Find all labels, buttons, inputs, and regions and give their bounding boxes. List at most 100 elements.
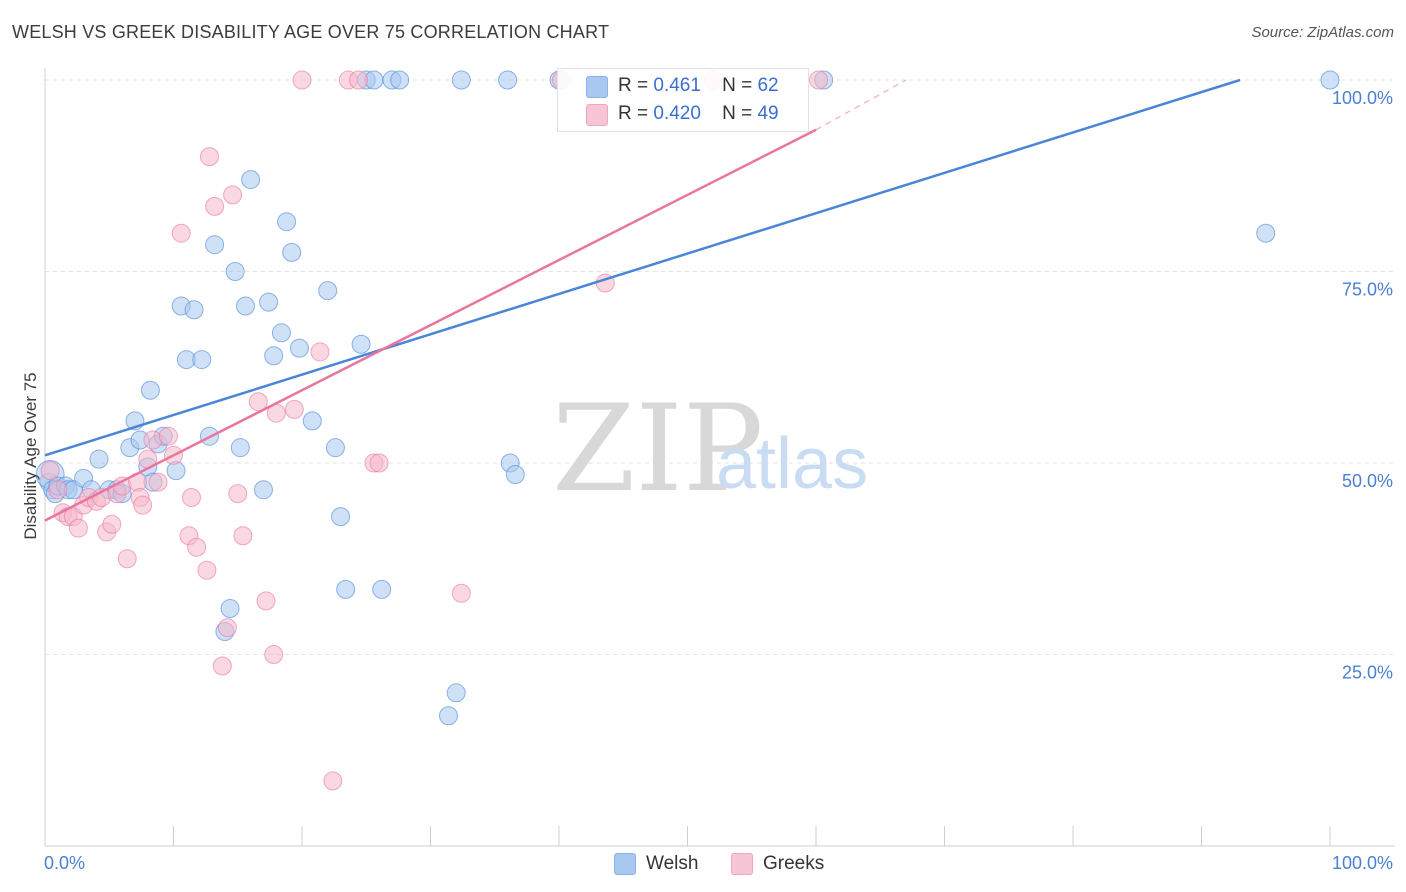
welsh-point: [336, 579, 356, 599]
welsh-point: [282, 242, 302, 262]
welsh-point: [140, 380, 160, 400]
greeks-point: [284, 399, 304, 419]
greeks-point: [369, 453, 389, 473]
greeks-trend-line: [44, 128, 817, 522]
greeks-point: [212, 656, 232, 676]
greeks-point: [310, 342, 330, 362]
greeks-point: [809, 70, 829, 90]
bottom-legend-welsh: Welsh: [614, 851, 724, 877]
welsh-point: [220, 599, 240, 619]
y-tick-label: 75.0%: [1342, 280, 1393, 300]
greeks-point: [158, 426, 178, 446]
bottom-legend-label-greeks: Greeks: [763, 853, 825, 874]
greeks-point: [68, 518, 88, 538]
welsh-point: [325, 438, 345, 458]
welsh-point: [277, 212, 297, 232]
watermark-zip: ZIP: [552, 380, 764, 519]
welsh-point: [372, 579, 392, 599]
watermark: ZIP atlas: [552, 380, 868, 519]
legend-r-value: 0.420: [653, 103, 701, 124]
greeks-point: [117, 549, 137, 569]
welsh-point: [289, 338, 309, 358]
welsh-point: [451, 70, 471, 90]
welsh-point: [225, 262, 245, 281]
greeks-point: [199, 147, 219, 167]
welsh-point: [205, 235, 225, 255]
welsh-point: [235, 296, 255, 316]
watermark-atlas: atlas: [716, 424, 868, 504]
greeks-point: [292, 70, 312, 90]
bottom-legend-greeks: Greeks: [731, 851, 841, 877]
y-tick-label: 25.0%: [1342, 663, 1393, 683]
greeks-point: [171, 223, 191, 243]
greeks-point: [217, 618, 237, 638]
welsh-point: [1320, 70, 1340, 90]
greeks-point: [223, 185, 243, 205]
welsh-point: [271, 323, 291, 343]
greeks-point: [133, 495, 153, 515]
x-tick-label: 100.0%: [1332, 853, 1393, 873]
y-tick-label: 50.0%: [1342, 471, 1393, 491]
bottom-legend-label-welsh: Welsh: [646, 853, 699, 874]
welsh-point: [192, 350, 212, 370]
welsh-point: [253, 480, 273, 500]
greeks-point: [181, 487, 201, 507]
bottom-legend-swatch-greeks: [731, 853, 753, 875]
y-tick-label: 100.0%: [1332, 88, 1393, 108]
greeks-point: [233, 526, 253, 546]
grid-lines: [45, 79, 1395, 655]
bottom-legend-swatch-welsh: [614, 853, 636, 875]
welsh-point: [302, 411, 322, 431]
greeks-point: [451, 583, 471, 603]
legend: R = 0.461 N = 62 R = 0.420 N = 49: [557, 68, 809, 132]
axes: [44, 68, 1395, 847]
greeks-point: [264, 645, 284, 664]
y-tick-labels: 25.0% 50.0% 75.0% 100.0%: [1332, 88, 1393, 683]
welsh-point: [505, 464, 525, 484]
welsh-point: [438, 706, 458, 726]
source-label: Source: ZipAtlas.com: [1251, 24, 1394, 41]
legend-text-greeks: R = 0.420 N = 49: [618, 101, 779, 127]
legend-r-value: 0.461: [653, 75, 701, 96]
welsh-point: [331, 507, 351, 527]
greeks-point: [349, 70, 369, 90]
greeks-point: [323, 771, 343, 791]
legend-r-label: R =: [618, 103, 649, 124]
welsh-point: [351, 334, 371, 354]
greeks-point: [148, 472, 168, 492]
greeks-point: [48, 480, 68, 500]
legend-text-welsh: R = 0.461 N = 62: [618, 73, 779, 99]
y-axis-label: Disability Age Over 75: [21, 372, 40, 539]
welsh-trend-line: [44, 78, 1241, 457]
greeks-point: [248, 392, 268, 412]
welsh-point: [259, 292, 279, 312]
welsh-point: [241, 170, 261, 190]
welsh-point: [264, 346, 284, 366]
greeks-point: [256, 591, 276, 611]
welsh-point: [184, 300, 204, 320]
welsh-point: [446, 683, 466, 703]
welsh-point: [390, 70, 410, 90]
legend-r-label: R =: [618, 75, 649, 96]
welsh-point: [1256, 223, 1276, 243]
legend-n-label: N =: [722, 103, 753, 124]
welsh-point: [498, 70, 518, 90]
greeks-point: [197, 560, 217, 580]
legend-swatch-welsh: [586, 76, 608, 98]
welsh-point: [318, 281, 338, 301]
x-tick-label: 0.0%: [44, 853, 85, 873]
greeks-point: [228, 484, 248, 504]
welsh-point: [230, 438, 250, 458]
legend-swatch-greeks: [586, 104, 608, 126]
greeks-point: [187, 537, 207, 557]
greeks-point: [40, 461, 60, 481]
trend-lines: [44, 78, 1241, 522]
x-tick-labels: 0.0% 100.0%: [44, 853, 1393, 873]
legend-n-value: 62: [757, 75, 779, 96]
chart-title: WELSH VS GREEK DISABILITY AGE OVER 75 CO…: [12, 22, 610, 42]
greeks-point: [205, 196, 225, 216]
greeks-point: [102, 514, 122, 534]
legend-n-value: 49: [757, 103, 779, 124]
legend-n-label: N =: [722, 75, 753, 96]
